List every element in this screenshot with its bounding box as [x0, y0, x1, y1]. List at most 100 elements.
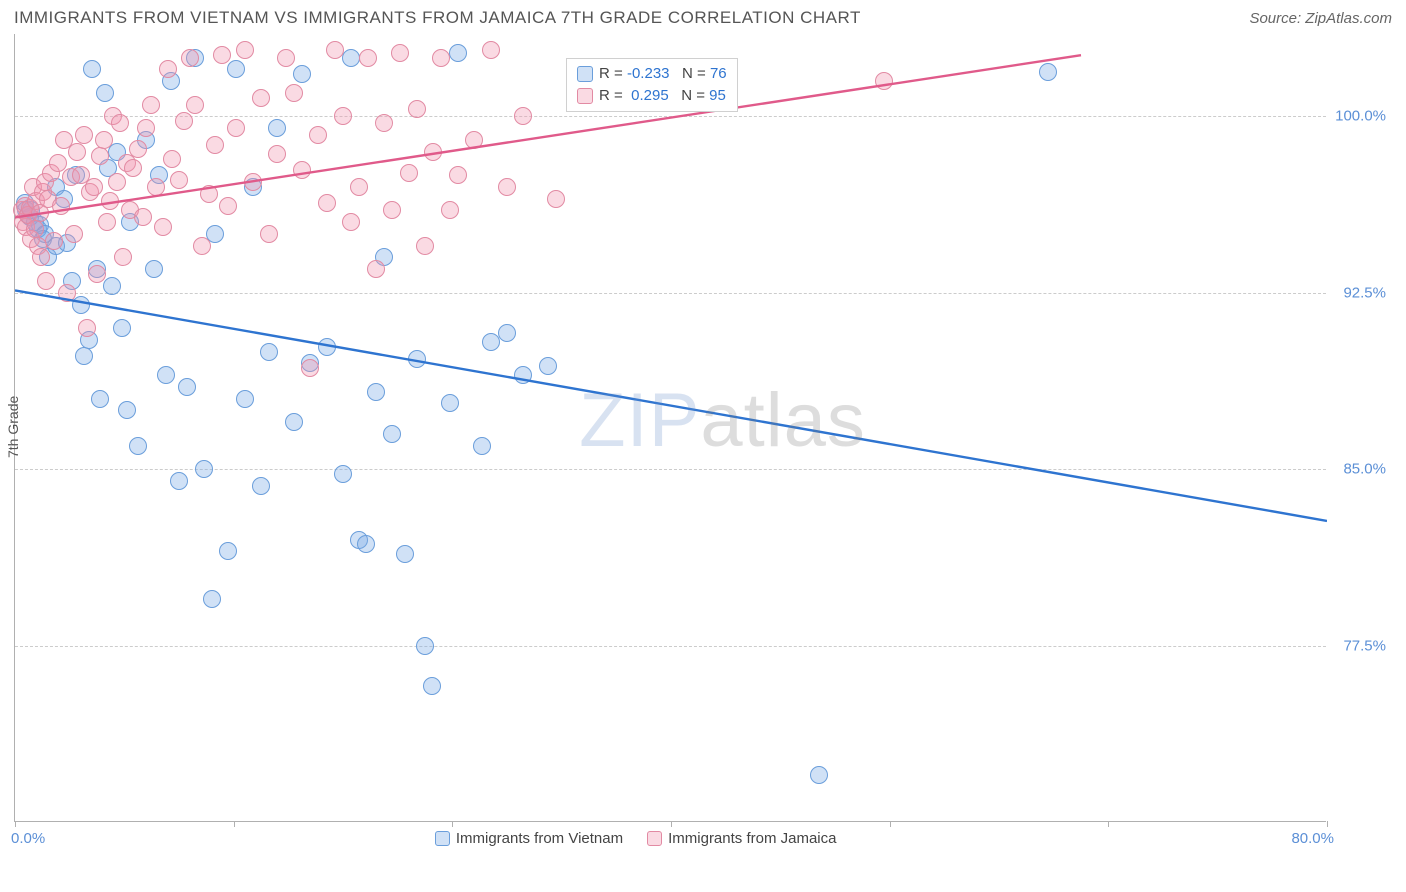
- point-jamaica: [186, 96, 204, 114]
- point-jamaica: [213, 46, 231, 64]
- point-vietnam: [129, 437, 147, 455]
- point-vietnam: [423, 677, 441, 695]
- point-vietnam: [236, 390, 254, 408]
- point-jamaica: [391, 44, 409, 62]
- y-tick-label: 92.5%: [1330, 284, 1386, 301]
- watermark-zip: ZIP: [579, 378, 700, 463]
- point-jamaica: [75, 126, 93, 144]
- point-jamaica: [124, 159, 142, 177]
- point-vietnam: [367, 383, 385, 401]
- point-vietnam: [285, 413, 303, 431]
- legend-swatch: [577, 88, 593, 104]
- x-tick: [452, 821, 453, 827]
- point-vietnam: [113, 319, 131, 337]
- point-jamaica: [432, 49, 450, 67]
- legend-stat-text: R = -0.233 N = 76: [599, 63, 727, 85]
- x-tick: [234, 821, 235, 827]
- plot-wrap: ZIPatlas R = -0.233 N = 76R = 0.295 N = …: [14, 34, 1392, 822]
- gridline: [15, 646, 1326, 647]
- watermark-atlas: atlas: [700, 378, 866, 463]
- point-jamaica: [206, 136, 224, 154]
- point-jamaica: [134, 208, 152, 226]
- point-jamaica: [424, 143, 442, 161]
- point-vietnam: [498, 324, 516, 342]
- x-tick: [890, 821, 891, 827]
- point-jamaica: [170, 171, 188, 189]
- source-label: Source: ZipAtlas.com: [1249, 10, 1392, 27]
- legend-row-jamaica: R = 0.295 N = 95: [577, 85, 727, 107]
- y-axis-label: 7th Grade: [5, 396, 21, 458]
- point-jamaica: [88, 265, 106, 283]
- point-vietnam: [145, 260, 163, 278]
- point-vietnam: [252, 477, 270, 495]
- point-jamaica: [400, 164, 418, 182]
- x-axis-min-label: 0.0%: [11, 830, 45, 847]
- point-jamaica: [78, 319, 96, 337]
- point-vietnam: [514, 366, 532, 384]
- x-tick: [671, 821, 672, 827]
- watermark: ZIPatlas: [579, 377, 866, 464]
- gridline: [15, 116, 1326, 117]
- point-jamaica: [52, 197, 70, 215]
- trendline-vietnam: [15, 290, 1327, 521]
- point-vietnam: [91, 390, 109, 408]
- point-jamaica: [875, 72, 893, 90]
- point-vietnam: [195, 460, 213, 478]
- point-jamaica: [68, 143, 86, 161]
- point-jamaica: [101, 192, 119, 210]
- point-vietnam: [178, 378, 196, 396]
- point-jamaica: [482, 41, 500, 59]
- point-jamaica: [260, 225, 278, 243]
- point-vietnam: [441, 394, 459, 412]
- point-jamaica: [293, 161, 311, 179]
- x-tick: [15, 821, 16, 827]
- legend-item-jamaica: Immigrants from Jamaica: [647, 830, 836, 847]
- point-vietnam: [416, 637, 434, 655]
- point-jamaica: [326, 41, 344, 59]
- point-jamaica: [252, 89, 270, 107]
- point-jamaica: [200, 185, 218, 203]
- legend-row-vietnam: R = -0.233 N = 76: [577, 63, 727, 85]
- point-jamaica: [367, 260, 385, 278]
- point-jamaica: [441, 201, 459, 219]
- point-jamaica: [449, 166, 467, 184]
- point-jamaica: [318, 194, 336, 212]
- point-jamaica: [408, 100, 426, 118]
- legend-swatch: [577, 66, 593, 82]
- point-vietnam: [396, 545, 414, 563]
- legend-item-vietnam: Immigrants from Vietnam: [435, 830, 623, 847]
- point-jamaica: [334, 107, 352, 125]
- point-vietnam: [810, 766, 828, 784]
- point-jamaica: [383, 201, 401, 219]
- point-jamaica: [309, 126, 327, 144]
- y-tick-label: 100.0%: [1330, 108, 1386, 125]
- point-vietnam: [539, 357, 557, 375]
- x-axis-max-label: 80.0%: [1291, 830, 1334, 847]
- series-legend: Immigrants from Vietnam Immigrants from J…: [435, 830, 837, 847]
- point-jamaica: [147, 178, 165, 196]
- point-vietnam: [482, 333, 500, 351]
- legend-correlation-box: R = -0.233 N = 76R = 0.295 N = 95: [566, 58, 738, 112]
- point-jamaica: [45, 232, 63, 250]
- point-jamaica: [65, 225, 83, 243]
- point-vietnam: [103, 277, 121, 295]
- x-tick: [1327, 821, 1328, 827]
- point-jamaica: [175, 112, 193, 130]
- point-vietnam: [334, 465, 352, 483]
- point-jamaica: [108, 173, 126, 191]
- title-bar: IMMIGRANTS FROM VIETNAM VS IMMIGRANTS FR…: [0, 0, 1406, 34]
- point-jamaica: [98, 213, 116, 231]
- point-vietnam: [357, 535, 375, 553]
- scatter-plot: ZIPatlas R = -0.233 N = 76R = 0.295 N = …: [14, 34, 1326, 822]
- point-jamaica: [137, 119, 155, 137]
- point-vietnam: [96, 84, 114, 102]
- point-jamaica: [193, 237, 211, 255]
- point-vietnam: [157, 366, 175, 384]
- point-jamaica: [359, 49, 377, 67]
- point-vietnam: [75, 347, 93, 365]
- y-tick-label: 85.0%: [1330, 461, 1386, 478]
- point-vietnam: [219, 542, 237, 560]
- point-jamaica: [498, 178, 516, 196]
- point-vietnam: [449, 44, 467, 62]
- point-jamaica: [111, 114, 129, 132]
